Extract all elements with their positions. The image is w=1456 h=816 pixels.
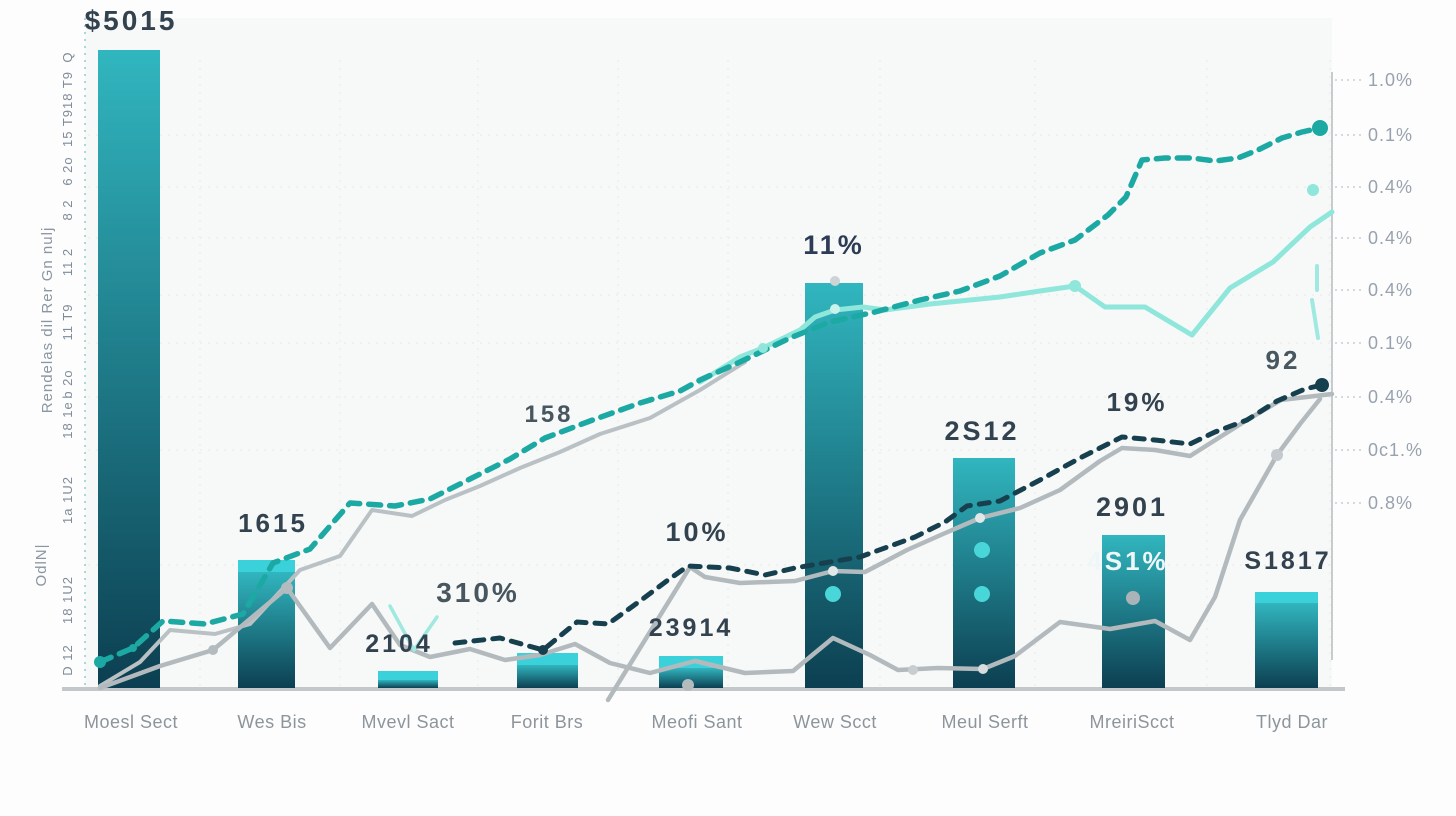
x-axis-category-label: Mvevl Sact	[361, 712, 454, 732]
mint-dash-2	[1310, 298, 1320, 340]
right-axis-tick-label: 0.4%	[1368, 177, 1413, 197]
teal-dashed-line	[97, 125, 1323, 665]
marker-dot	[682, 679, 694, 691]
gray-lower-line	[97, 396, 1323, 691]
left-axis-tick-label: 11 2	[60, 248, 75, 276]
bar-body	[659, 668, 723, 688]
marker-dot	[974, 542, 990, 558]
navy-dashed-line	[452, 382, 1325, 653]
bar-body	[98, 50, 160, 688]
bar-value-label: S1817	[1244, 547, 1331, 575]
bar	[98, 50, 160, 688]
bar	[1255, 592, 1318, 688]
bar-value-label: 19%	[1106, 387, 1167, 417]
marker-dot	[1315, 378, 1329, 392]
bar-body	[805, 283, 863, 688]
marker-dot	[94, 656, 106, 668]
marker-dot	[1069, 280, 1081, 292]
bar-value-label: 23914	[649, 614, 734, 642]
bar-value-label: 2104	[365, 630, 433, 658]
marker-dot	[830, 304, 840, 314]
left-axis-tick-label: 18 T9	[60, 71, 75, 109]
bar-value-label: 2S12	[944, 416, 1019, 446]
right-axis-tick-label: 1.0%	[1368, 70, 1413, 90]
marker-dot	[281, 582, 293, 594]
x-axis-category-label: Meofi Sant	[651, 712, 742, 732]
left-axis-tick-label: D 12	[60, 644, 75, 675]
right-axis-tick-label: 0.1%	[1368, 125, 1413, 145]
bar-value-label: 92	[1266, 345, 1301, 375]
x-axis-category-label: Wew Scct	[793, 712, 877, 732]
bar-value-label: 4S1%	[1087, 546, 1168, 576]
left-axis-tick-label: 1a 1U2	[60, 476, 75, 524]
left-axis-tick-label: 18 1e	[60, 401, 75, 439]
marker-dot	[1312, 120, 1328, 136]
marker-dot	[975, 513, 985, 523]
marker-dot	[908, 665, 918, 675]
marker-dot	[825, 586, 841, 602]
bar-body	[953, 458, 1015, 688]
bar-cap	[378, 671, 438, 680]
marker-dot	[1126, 591, 1140, 605]
bar-value-label: 11%	[803, 230, 865, 260]
marker-dot	[1307, 184, 1319, 196]
bar	[378, 671, 438, 688]
x-axis-category-label: Tlyd Dar	[1256, 712, 1328, 732]
bar-body	[1255, 603, 1318, 688]
bar-value-label: 158	[524, 401, 573, 428]
bar	[805, 283, 863, 688]
marker-dot	[828, 566, 838, 576]
x-axis-category-label: Wes Bis	[237, 712, 306, 732]
bar-body	[1102, 535, 1165, 688]
left-axis-tick-label: 15 T9	[60, 109, 75, 147]
left-axis-tick-label: 8 2	[60, 199, 75, 220]
gray-track-line	[98, 360, 747, 688]
bar-cap	[238, 560, 295, 572]
x-axis-category-label: Forit Brs	[511, 712, 584, 732]
marker-dot	[208, 645, 218, 655]
bar	[1102, 535, 1165, 688]
left-axis-tick-label: b 2o	[60, 369, 75, 398]
bar-cap	[1255, 592, 1318, 603]
marker-dot	[1271, 449, 1283, 461]
bar	[517, 653, 578, 688]
bar-value-label: $5015	[85, 5, 178, 36]
bar-value-label: 10%	[665, 517, 728, 547]
marker-dot	[538, 645, 548, 655]
left-axis-tick-label: 18 1U2	[60, 576, 75, 624]
marker-dot	[830, 276, 840, 286]
marker-dot	[978, 664, 988, 674]
bar-value-label: 2901	[1096, 492, 1168, 522]
right-axis-tick-label: 0.1%	[1368, 333, 1413, 353]
bar-body	[378, 680, 438, 688]
marker-dot	[974, 586, 990, 602]
left-axis-tick-label: 6 2o	[60, 156, 75, 185]
left-axis-tick-label: 11 T9	[60, 303, 75, 340]
left-axis-title: Rendelas dil Rer Gn nulj	[39, 227, 56, 414]
right-axis-tick-label: 0.4%	[1368, 228, 1413, 248]
x-axis-category-label: Moesl Sect	[84, 712, 178, 732]
left-axis-tick-label: Q	[60, 51, 75, 62]
x-axis-category-label: Meul Serft	[941, 712, 1028, 732]
right-axis-tick-label: 0.4%	[1368, 280, 1413, 300]
x-axis-category-label: MreiriScct	[1090, 712, 1175, 732]
bar-body	[517, 665, 578, 688]
right-axis-tick-label: 0.8%	[1368, 493, 1413, 513]
marker-dot	[758, 343, 768, 353]
right-axis-tick-label: 0.4%	[1368, 387, 1413, 407]
bar	[953, 458, 1015, 688]
left-axis-title-2: OdlN|	[33, 543, 50, 586]
bar-value-label: 310%	[436, 577, 520, 608]
bar-value-label: 1615	[238, 508, 308, 538]
marker-dot	[129, 644, 137, 652]
mint-line	[697, 209, 1335, 385]
right-axis-tick-label: 0c1.%	[1368, 440, 1423, 460]
mint-v-line	[388, 604, 439, 652]
